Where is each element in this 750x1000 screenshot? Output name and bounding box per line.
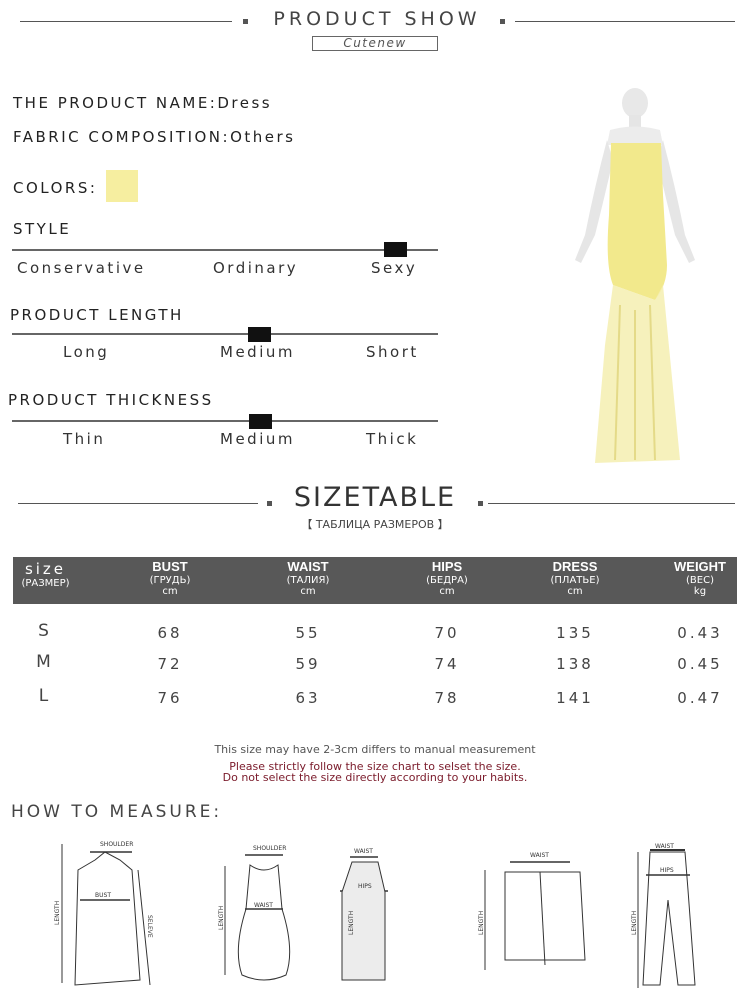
colors-label: COLORS: xyxy=(13,179,98,197)
thickness-marker xyxy=(249,414,272,429)
column-header-hips: HIPS (БЕДРА) cm xyxy=(426,559,468,598)
svg-text:LENGTH: LENGTH xyxy=(54,901,61,925)
pants-diagram: WAIST HIPS LENGTH xyxy=(631,843,696,988)
svg-text:SHOULDER: SHOULDER xyxy=(100,841,133,848)
product-name: THE PRODUCT NAME:Dress xyxy=(13,94,273,112)
measure-diagrams: SHOULDER BUST LENGTH SELEVE SHOULDER WAI… xyxy=(54,841,696,988)
shorts-diagram: WAIST LENGTH xyxy=(478,852,586,970)
thickness-option: Medium xyxy=(220,430,295,448)
size-warning: Do not select the size directly accordin… xyxy=(222,771,528,784)
length-title: PRODUCT LENGTH xyxy=(10,306,184,324)
color-swatch-yellow xyxy=(106,170,138,202)
style-scale xyxy=(12,249,438,251)
svg-text:LENGTH: LENGTH xyxy=(348,911,355,935)
length-option: Medium xyxy=(220,343,295,361)
style-option: Sexy xyxy=(371,259,418,277)
svg-text:LENGTH: LENGTH xyxy=(218,906,225,930)
svg-text:SHOULDER: SHOULDER xyxy=(253,845,286,852)
svg-text:HIPS: HIPS xyxy=(660,867,674,874)
column-header-size: size (РАЗМЕР) xyxy=(21,560,70,590)
measurement-note: This size may have 2-3cm differs to manu… xyxy=(214,743,536,756)
svg-text:LENGTH: LENGTH xyxy=(631,911,638,935)
thickness-option: Thick xyxy=(366,430,419,448)
length-scale xyxy=(12,333,438,335)
length-option: Long xyxy=(63,343,110,361)
style-title: STYLE xyxy=(13,220,72,238)
size-warning: Please strictly follow the size chart to… xyxy=(229,760,521,773)
svg-text:WAIST: WAIST xyxy=(354,848,373,855)
page-title: PRODUCT SHOW xyxy=(273,8,481,30)
column-header-dress: DRESS (ПЛАТЬЕ) cm xyxy=(550,559,600,598)
svg-text:BUST: BUST xyxy=(95,892,111,899)
thickness-option: Thin xyxy=(63,430,106,448)
divider xyxy=(20,21,232,22)
svg-text:WAIST: WAIST xyxy=(655,843,674,850)
dress-diagram: SHOULDER WAIST LENGTH xyxy=(218,845,291,981)
product-photo-dress xyxy=(575,88,695,463)
style-option: Conservative xyxy=(17,259,146,277)
divider xyxy=(18,503,258,504)
how-to-measure-title: HOW TO MEASURE: xyxy=(11,802,223,822)
column-header-weight: WEIGHT (ВЕС) kg xyxy=(674,559,726,598)
style-option: Ordinary xyxy=(213,259,299,277)
jacket-diagram: SHOULDER BUST LENGTH SELEVE xyxy=(54,841,153,986)
sizetable-title: SIZETABLE xyxy=(293,482,457,513)
divider xyxy=(488,503,735,504)
svg-text:WAIST: WAIST xyxy=(254,902,273,909)
divider xyxy=(515,21,735,22)
style-marker xyxy=(384,242,407,257)
brand-label: Cutenew xyxy=(312,36,438,51)
divider-dot xyxy=(243,19,248,24)
sizetable-subtitle: 【 ТАБЛИЦА РАЗМЕРОВ 】 xyxy=(301,518,449,531)
svg-text:HIPS: HIPS xyxy=(358,883,372,890)
svg-text:LENGTH: LENGTH xyxy=(478,911,485,935)
column-header-bust: BUST (ГРУДЬ) cm xyxy=(149,559,191,598)
divider-dot xyxy=(267,501,272,506)
sizetable-header xyxy=(13,557,737,604)
length-option: Short xyxy=(366,343,419,361)
svg-text:WAIST: WAIST xyxy=(530,852,549,859)
thickness-scale xyxy=(12,420,438,422)
divider-dot xyxy=(478,501,483,506)
column-header-waist: WAIST (ТАЛИЯ) cm xyxy=(286,559,330,598)
divider-dot xyxy=(500,19,505,24)
skirt-diagram: WAIST HIPS LENGTH xyxy=(340,848,388,981)
thickness-title: PRODUCT THICKNESS xyxy=(8,391,214,409)
length-marker xyxy=(248,327,271,342)
fabric-composition: FABRIC COMPOSITION:Others xyxy=(13,128,296,146)
svg-text:SELEVE: SELEVE xyxy=(146,915,153,938)
